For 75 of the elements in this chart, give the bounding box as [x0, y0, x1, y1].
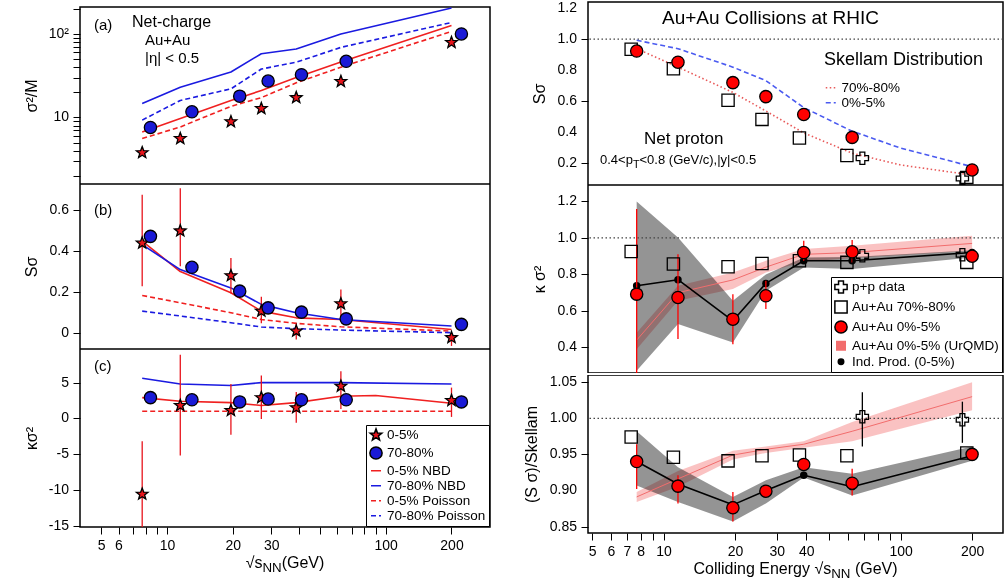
y-tick-label: 0.8: [557, 265, 578, 282]
y-tick-label: 0: [61, 409, 70, 426]
x-tick-label: 5: [97, 536, 106, 553]
x-tick-label: 7: [623, 542, 632, 559]
y-tick-label: 0.6: [557, 301, 578, 318]
y-tick-label: 0.8: [557, 61, 578, 78]
y-tick-label: -15: [48, 516, 70, 533]
y-tick-label: 0.2: [557, 154, 578, 171]
legend-title: Skellam Distribution: [824, 49, 984, 69]
x-tick-label: 100: [889, 542, 914, 559]
y-tick-label: 0.90: [549, 481, 578, 498]
x-tick-label: 40: [799, 542, 815, 559]
y-tick-label: 1.05: [549, 373, 578, 390]
y-tick-label: 0.95: [549, 445, 578, 462]
y-tick-label: 5: [61, 373, 70, 390]
x-tick-label: 200: [440, 536, 464, 553]
y-axis-title: κσ²: [23, 426, 41, 451]
legend-label: 0-5%: [387, 427, 419, 442]
legend-label: 0-5% NBD: [387, 462, 452, 478]
legend-label: 70-80%: [387, 445, 434, 460]
x-tick-label: 30: [769, 542, 786, 559]
y-tick-label: 0.85: [549, 517, 578, 534]
y-tick-label: 0: [61, 323, 70, 340]
y-tick-label: -5: [56, 445, 70, 462]
y-axis-title: (S σ)/Skellam: [523, 406, 541, 503]
x-axis-title: √s$_{NN}$(GeV): [244, 554, 326, 576]
y-tick-label: 0.6: [49, 201, 70, 218]
legend-label: Au+Au 70%-80%: [852, 299, 956, 314]
x-tick-label: 6: [115, 536, 124, 553]
y-axis-title: Sσ: [23, 256, 41, 278]
y-tick-label: 1.00: [549, 409, 578, 426]
annotation: (a): [94, 16, 113, 34]
legend-label: 0-5% Poisson: [387, 492, 471, 508]
legend-label: Au+Au 0%-5%: [852, 319, 941, 334]
annotation: Au+Au: [145, 31, 191, 49]
x-tick-label: 30: [264, 536, 280, 553]
y-tick-label: 1.0: [557, 228, 578, 245]
legend-label: 0%-5%: [841, 94, 886, 110]
annotation: Au+Au Collisions at RHIC: [662, 7, 880, 29]
y-tick-label: 0.4: [49, 242, 70, 259]
x-axis-title: Colliding Energy √s$_{NN}$ (GeV): [692, 560, 899, 582]
legend-label: Ind. Prod. (0-5%): [852, 353, 955, 369]
legend-label: 70-80% Poisson: [387, 507, 486, 523]
y-tick-label: -10: [48, 480, 70, 497]
annotation: (c): [94, 357, 112, 375]
y-tick-label: 0.2: [49, 282, 70, 299]
x-tick-label: 20: [225, 536, 242, 553]
x-tick-label: 200: [960, 542, 985, 559]
legend-label: Au+Au 0%-5% (UrQMD): [852, 337, 999, 353]
y-tick-label: 10: [53, 108, 70, 125]
annotation: Net-charge: [132, 13, 212, 31]
y-axis-title: σ²/M: [23, 79, 41, 113]
x-tick-label: 20: [727, 542, 744, 559]
annotation: 0.4<p$_{T}$<0.8 (GeV/c),|y|<0.5: [600, 152, 757, 171]
y-tick-label: 1.2: [557, 0, 578, 16]
x-tick-label: 6: [607, 542, 616, 559]
y-tick-label: 1.2: [557, 192, 578, 209]
legend-label: 70%-80%: [841, 79, 901, 95]
y-tick-label: 0.4: [557, 338, 578, 355]
annotation: Net proton: [644, 129, 724, 149]
annotation: |η| < 0.5: [145, 49, 200, 67]
y-tick-label: 0.4: [557, 123, 578, 140]
x-tick-label: 100: [374, 536, 399, 553]
x-tick-label: 10: [656, 542, 673, 559]
y-tick-label: 1.0: [557, 30, 578, 47]
x-tick-label: 10: [159, 536, 176, 553]
y-axis-title: Sσ: [531, 83, 549, 105]
y-axis-title: κ σ²: [531, 265, 549, 294]
y-tick-label: 10²: [48, 24, 70, 41]
x-tick-label: 8: [637, 542, 646, 559]
annotation: (b): [94, 201, 113, 219]
x-tick-label: 5: [588, 542, 597, 559]
legend-label: p+p data: [852, 279, 906, 294]
legend-label: 70-80% NBD: [387, 477, 467, 493]
y-tick-label: 0.6: [557, 92, 578, 109]
